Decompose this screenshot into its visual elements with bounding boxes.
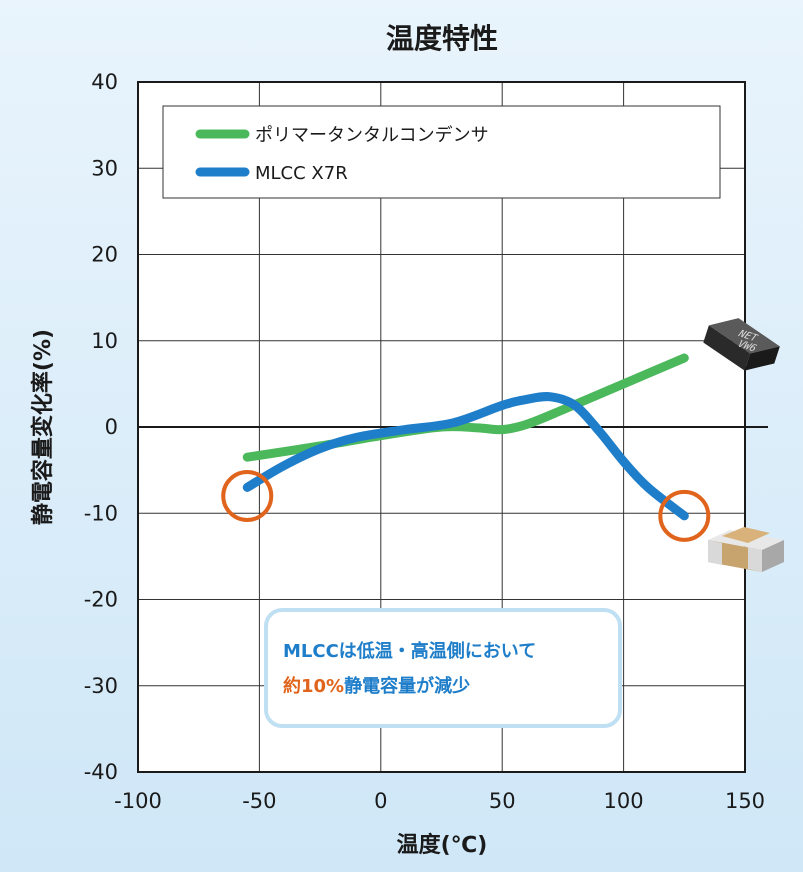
callout-rest-text: 静電容量が減少 [344,675,470,697]
x-tick-label: 0 [374,789,387,813]
y-tick-label: -30 [84,674,118,698]
x-axis-label: 温度(℃) [397,832,488,858]
y-axis-ticks: 40 30 20 10 0 -10 -20 -30 -40 [84,70,118,784]
y-axis-label: 静電容量変化率(%) [30,329,56,525]
y-tick-label: 0 [105,415,118,439]
highlight-circle [221,470,274,522]
legend-label-polymer-tantalum: ポリマータンタルコンデンサ [255,125,489,146]
highlight-circle [658,489,711,542]
callout-highlight-text: 約10% [283,675,344,697]
y-tick-label: -40 [84,760,118,784]
x-tick-label: 50 [489,789,516,813]
callout-line-1: MLCCは低温・高温側において [283,640,536,662]
x-tick-label: -50 [242,789,276,813]
y-tick-label: 20 [91,243,118,267]
legend-label-mlcc: MLCC X7R [255,163,348,184]
y-tick-label: 10 [91,329,118,353]
legend: ポリマータンタルコンデンサ MLCC X7R [162,105,721,199]
y-tick-label: -20 [84,588,118,612]
mlcc-chip-icon [708,527,784,572]
x-tick-label: -100 [114,789,162,813]
y-tick-label: 30 [91,156,118,180]
polymer-tantalum-chip-icon: NET VW6 [703,318,780,371]
y-tick-label: -10 [84,501,118,525]
callout-box: MLCCは低温・高温側において 約10%静電容量が減少 [264,608,622,728]
tantalum-marking-line-2: VW6 [735,339,760,354]
callout-line-2: 約10%静電容量が減少 [283,675,470,697]
series-layer [242,353,689,521]
highlight-circles [221,470,711,542]
x-axis-ticks: -100 -50 0 50 100 150 [114,789,765,813]
y-tick-label: 40 [91,70,118,94]
tantalum-marking-line-1: NET [735,328,760,343]
x-tick-label: 100 [604,789,644,813]
series-line-mlcc-x7r [242,392,689,521]
x-tick-label: 150 [725,789,765,813]
chart-title: 温度特性 [386,22,498,55]
plot-frame [137,81,746,773]
